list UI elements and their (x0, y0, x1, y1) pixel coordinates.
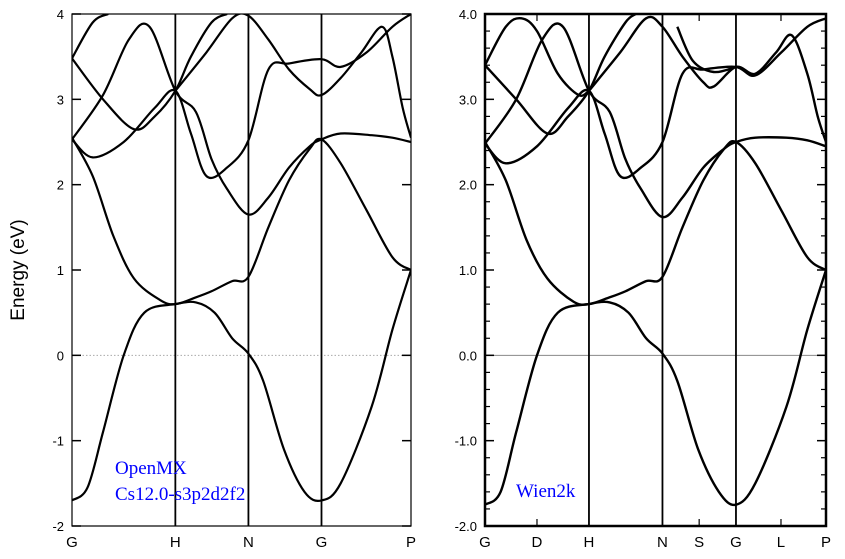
openmx-panel: -2 -1 0 1 2 3 4 G H N G P OpenMX Cs12.0-s3p2d2f2 (52, 7, 416, 551)
y-tick-label: -1.0 (455, 434, 477, 449)
panel-frame (71, 13, 412, 527)
kpoint-label: G (479, 534, 491, 551)
wien2k-panel: -2.0 -1.0 0.0 1.0 2.0 3.0 4.0 G D H N S G L P Wien2k (455, 7, 831, 551)
kpoint-label: P (821, 534, 831, 551)
band-line (485, 139, 826, 306)
panel-frame (483, 12, 828, 528)
band-line (485, 22, 826, 219)
band-line (72, 14, 109, 59)
band-line (676, 26, 737, 74)
method-annotation: OpenMX (115, 458, 187, 479)
band-line (72, 14, 411, 180)
y-tick-label: 1.0 (459, 263, 477, 278)
y-tick-label: 3 (57, 92, 64, 107)
band-line (174, 14, 411, 139)
band-line (485, 16, 590, 97)
kpoint-label: D (532, 534, 543, 551)
band-line (588, 15, 826, 143)
y-tick-label: 2 (57, 178, 64, 193)
band-line (72, 22, 411, 216)
kpoint-label: G (730, 534, 742, 551)
band-line (485, 14, 637, 136)
band-line (72, 269, 411, 502)
band-line (72, 14, 228, 131)
kpoint-label: G (316, 534, 328, 551)
kpoint-label: H (584, 534, 595, 551)
kpoint-label: N (657, 534, 668, 551)
y-tick-label: 3.0 (459, 92, 477, 107)
kpoint-label: L (777, 534, 785, 551)
kpoint-label: G (66, 534, 78, 551)
y-tick-label: -2 (52, 519, 64, 534)
y-tick-label: 0 (57, 348, 64, 363)
y-tick-label: 2.0 (459, 178, 477, 193)
y-tick-label: -2.0 (455, 519, 477, 534)
y-tick-label: 0.0 (459, 348, 477, 363)
band-line (485, 269, 826, 507)
kpoint-label: P (406, 534, 416, 551)
y-tick-label: 4 (57, 7, 64, 22)
y-axis-label: Energy (eV) (8, 219, 29, 320)
kpoint-label: S (694, 534, 704, 551)
band-line (485, 17, 826, 180)
kpoint-label: N (243, 534, 254, 551)
kpoint-label: H (170, 534, 181, 551)
y-tick-label: 4.0 (459, 7, 477, 22)
method-annotation: Wien2k (516, 481, 576, 502)
y-tick-label: -1 (52, 434, 64, 449)
y-tick-label: 1 (57, 263, 64, 278)
method-annotation: Cs12.0-s3p2d2f2 (115, 484, 245, 505)
band-line (72, 137, 411, 306)
